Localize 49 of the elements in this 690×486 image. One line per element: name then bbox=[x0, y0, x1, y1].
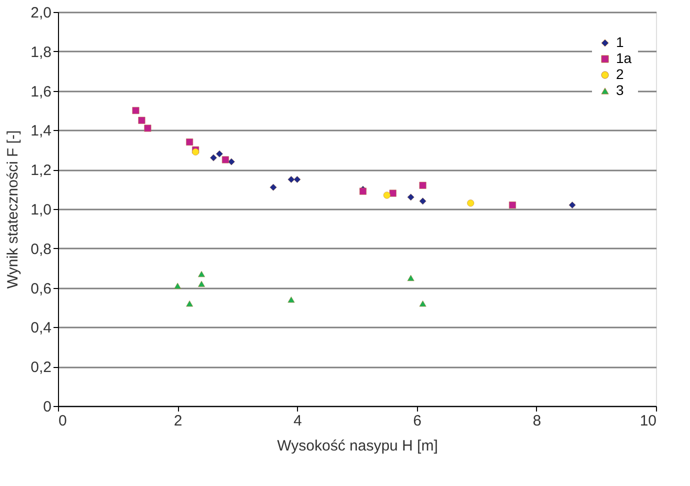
point bbox=[186, 138, 194, 146]
y-tick-label: 0,8 bbox=[30, 240, 52, 258]
point bbox=[198, 270, 206, 278]
point bbox=[210, 154, 217, 162]
point bbox=[508, 202, 516, 209]
x-axis-title: Wysokość nasypu H [m] bbox=[277, 438, 438, 454]
legend-label: 3 bbox=[616, 82, 624, 98]
point bbox=[288, 296, 295, 303]
point bbox=[216, 150, 223, 158]
point bbox=[467, 200, 474, 207]
legend-label: 1 bbox=[616, 34, 624, 50]
point bbox=[138, 116, 146, 124]
point bbox=[419, 198, 426, 205]
point bbox=[174, 282, 182, 289]
point bbox=[568, 202, 576, 209]
x-tick-label: 8 bbox=[532, 412, 542, 430]
y-axis-title: Wynik stateczności F [-] bbox=[4, 130, 22, 289]
x-tick-label: 10 bbox=[640, 412, 656, 430]
point bbox=[407, 274, 414, 282]
legend-label: 2 bbox=[616, 66, 624, 82]
y-tick-label: 1,2 bbox=[30, 162, 52, 180]
point bbox=[288, 176, 295, 183]
point bbox=[383, 192, 390, 199]
point bbox=[132, 106, 140, 114]
y-tick-label: 0,6 bbox=[30, 280, 52, 298]
point bbox=[186, 300, 194, 307]
y-tick-label: 0,4 bbox=[30, 320, 52, 337]
y-tick-label: 1,4 bbox=[30, 122, 52, 140]
y-tick-label: 0 bbox=[43, 398, 52, 416]
point bbox=[419, 300, 426, 307]
point bbox=[294, 176, 301, 183]
y-tick-label: 1,6 bbox=[30, 83, 52, 100]
point bbox=[198, 280, 206, 287]
point bbox=[144, 124, 152, 132]
y-tick-label: 0,2 bbox=[30, 359, 52, 376]
point bbox=[419, 182, 426, 189]
y-tick-label: 2,0 bbox=[30, 4, 52, 22]
y-tick-label: 1,0 bbox=[30, 202, 52, 218]
point bbox=[270, 184, 277, 191]
x-tick-label: 6 bbox=[413, 412, 422, 430]
x-tick-label: 4 bbox=[294, 412, 302, 430]
x-tick-label: 0 bbox=[58, 412, 67, 430]
point bbox=[389, 190, 396, 197]
y-tick-label: 1,8 bbox=[30, 44, 52, 61]
point bbox=[407, 194, 414, 201]
point bbox=[222, 156, 229, 164]
legend-label: 1a bbox=[616, 50, 632, 66]
point bbox=[228, 158, 235, 166]
x-tick-label: 2 bbox=[174, 412, 182, 430]
